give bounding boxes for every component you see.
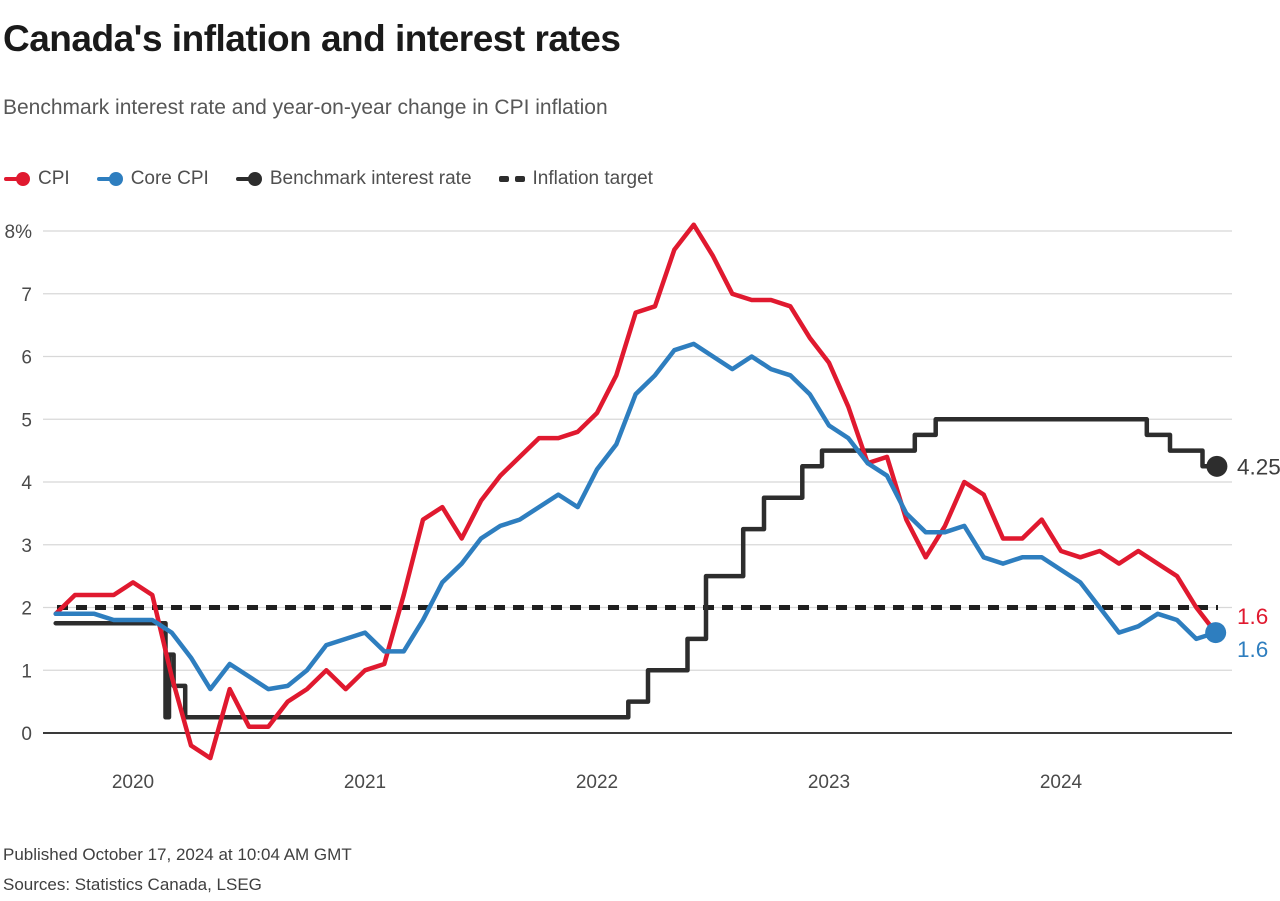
benchmark-line-dot-icon [235, 172, 262, 186]
x-tick-label: 2024 [1040, 772, 1083, 793]
cpi-line [53, 222, 1218, 761]
chart-subtitle: Benchmark interest rate and year-on-year… [3, 96, 608, 119]
legend-item-cpi: CPI [4, 168, 70, 190]
chart-legend: CPI Core CPI Benchmark interest rate Inf… [4, 168, 653, 190]
benchmark-end-label: 4.25 [1237, 454, 1280, 479]
dashed-line-icon [498, 176, 525, 182]
core-cpi-line-dot-icon [96, 172, 123, 186]
core-cpi-line [53, 341, 1218, 692]
legend-label-benchmark: Benchmark interest rate [269, 168, 472, 189]
legend-label-inflation-target: Inflation target [532, 168, 653, 189]
core-cpi-end-label: 1.6 [1237, 637, 1268, 662]
benchmark-end-dot [1206, 455, 1228, 477]
y-tick-label: 8% [5, 222, 33, 243]
sources-note: Sources: Statistics Canada, LSEG [3, 875, 262, 894]
chart-footer: Published October 17, 2024 at 10:04 AM G… [3, 840, 352, 900]
page-title: Canada's inflation and interest rates [3, 18, 621, 59]
legend-label-cpi: CPI [38, 168, 70, 189]
y-tick-label: 3 [21, 536, 32, 557]
y-tick-label: 5 [21, 410, 32, 431]
x-tick-label: 2021 [344, 772, 386, 793]
y-tick-label: 2 [21, 599, 32, 620]
legend-item-inflation-target: Inflation target [498, 168, 653, 190]
y-tick-label: 1 [21, 661, 32, 682]
legend-item-core-cpi: Core CPI [96, 168, 209, 190]
legend-item-benchmark: Benchmark interest rate [235, 168, 472, 190]
y-tick-label: 0 [21, 724, 32, 745]
cpi-line-dot-icon [4, 172, 30, 186]
x-tick-label: 2023 [808, 772, 850, 793]
legend-label-core-cpi: Core CPI [130, 168, 209, 189]
benchmark-rate-line [53, 417, 1220, 720]
y-tick-label: 6 [21, 348, 32, 369]
x-tick-label: 2022 [576, 772, 618, 793]
y-tick-label: 4 [21, 473, 32, 494]
y-tick-label: 7 [21, 285, 32, 306]
core-cpi-end-dot [1205, 622, 1227, 644]
cpi-end-label: 1.6 [1237, 604, 1268, 629]
x-tick-label: 2020 [112, 772, 154, 793]
published-timestamp: Published October 17, 2024 at 10:04 AM G… [3, 845, 352, 864]
